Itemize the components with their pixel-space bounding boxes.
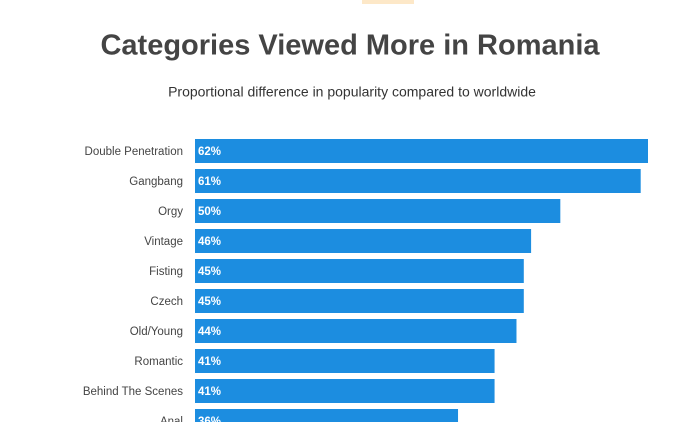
bar <box>195 379 495 403</box>
value-label: 62% <box>198 146 221 158</box>
category-label: Gangbang <box>129 176 183 188</box>
bar <box>195 139 648 163</box>
category-label: Double Penetration <box>85 146 183 158</box>
bar <box>195 229 532 253</box>
chart-subtitle: Proportional difference in popularity co… <box>168 84 536 100</box>
value-label: 41% <box>198 386 221 398</box>
category-label: Czech <box>150 296 183 308</box>
category-label: Anal <box>160 416 183 422</box>
bar <box>195 169 641 193</box>
category-label: Old/Young <box>130 326 183 338</box>
value-label: 50% <box>198 206 221 218</box>
value-label: 36% <box>198 416 221 422</box>
bar <box>195 289 524 313</box>
chart-title: Categories Viewed More in Romania <box>100 30 600 62</box>
bar <box>195 409 459 422</box>
value-label: 45% <box>198 266 221 278</box>
category-label: Fisting <box>149 266 183 278</box>
value-label: 41% <box>198 356 221 368</box>
category-label: Orgy <box>158 206 183 218</box>
value-label: 61% <box>198 176 221 188</box>
value-label: 44% <box>198 326 221 338</box>
bar <box>195 349 495 373</box>
value-label: 46% <box>198 236 221 248</box>
category-label: Vintage <box>144 236 183 248</box>
bar <box>195 199 561 223</box>
category-label: Behind The Scenes <box>83 386 183 398</box>
bar <box>195 319 517 343</box>
bar <box>195 259 524 283</box>
value-label: 45% <box>198 296 221 308</box>
top-decoration <box>362 0 414 4</box>
category-label: Romantic <box>134 356 183 368</box>
